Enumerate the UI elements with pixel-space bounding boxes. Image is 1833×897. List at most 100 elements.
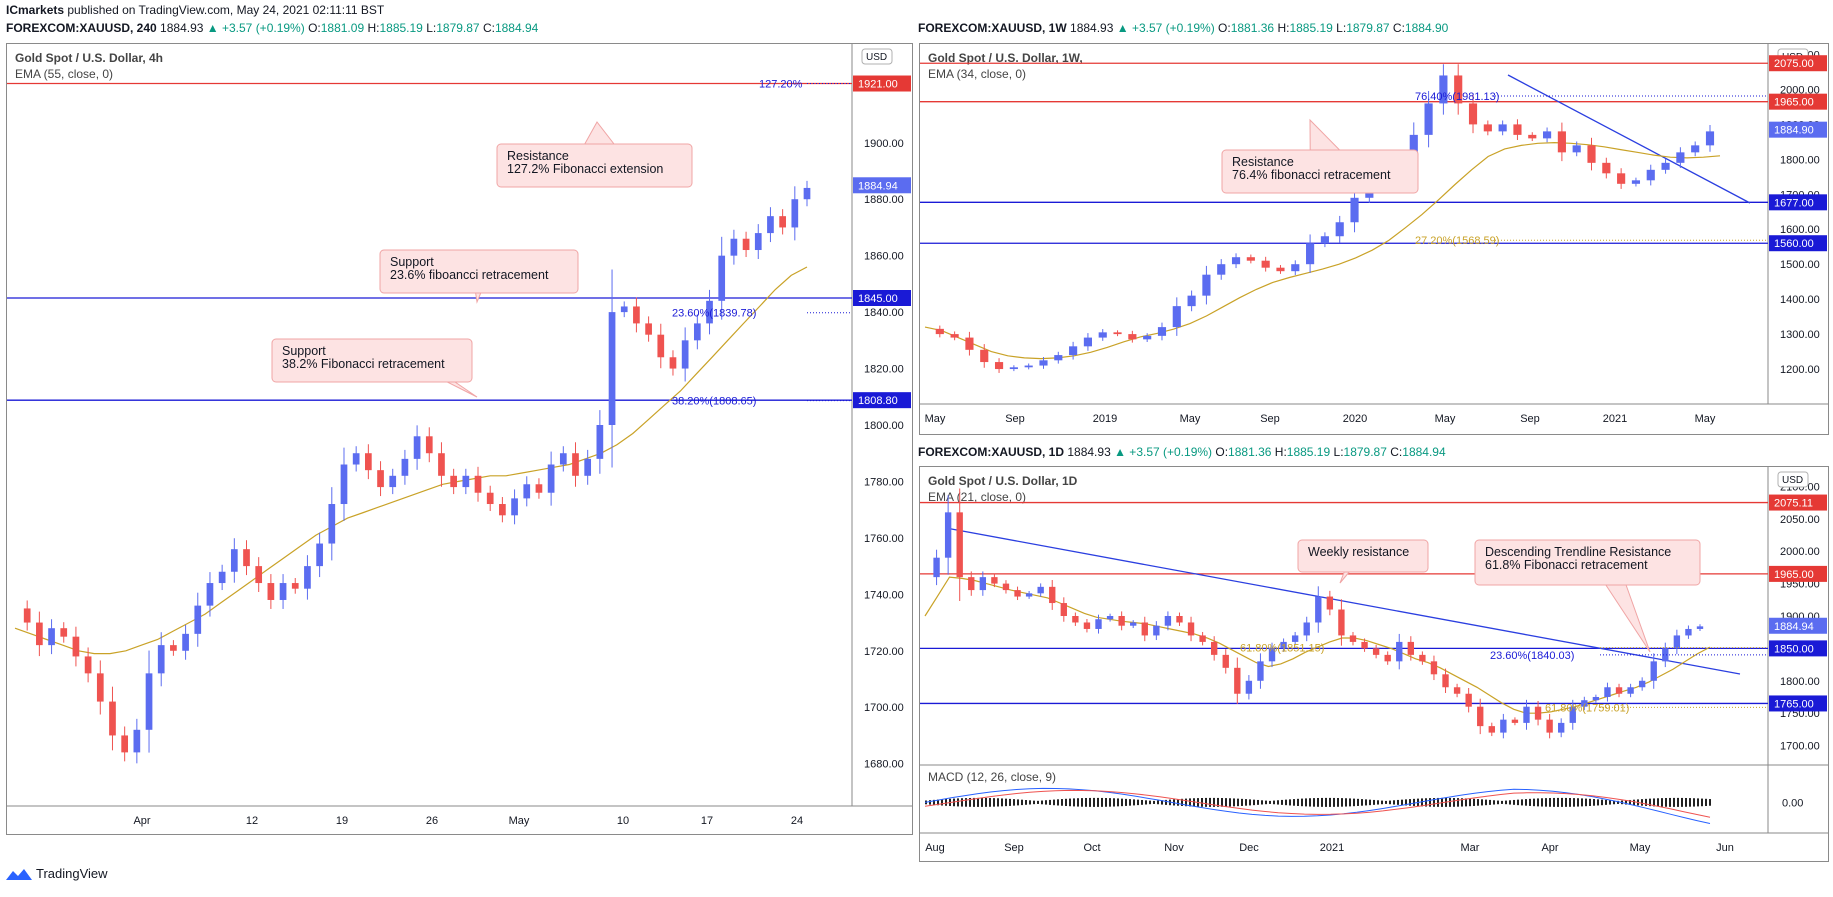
macd-histogram-bar xyxy=(1097,797,1099,807)
y-tick-label: 1880.00 xyxy=(864,194,904,206)
open-label: O: xyxy=(1215,445,1229,459)
candle-body xyxy=(965,337,974,350)
candle-body xyxy=(377,470,384,488)
macd-histogram-bar xyxy=(1673,797,1675,807)
y-tick-label: 1900.00 xyxy=(864,138,904,150)
candle-body xyxy=(535,484,543,493)
macd-histogram-bar xyxy=(1505,800,1507,805)
macd-histogram-bar xyxy=(1289,799,1291,806)
publisher-name: ICmarkets xyxy=(6,3,65,17)
y-tick-label: 1700.00 xyxy=(1780,741,1820,753)
macd-histogram-bar xyxy=(1181,798,1183,806)
tradingview-logo[interactable]: TradingView xyxy=(6,866,108,881)
macd-histogram-bar xyxy=(1085,797,1087,807)
level-tag-resistance xyxy=(1769,494,1827,511)
macd-histogram-bar xyxy=(1677,797,1679,807)
x-tick-label: Apr xyxy=(1541,842,1558,854)
candle-body xyxy=(36,622,43,646)
candle-body xyxy=(60,628,68,637)
macd-histogram-bar xyxy=(1681,797,1683,807)
chart-panel-daily[interactable]: 1700.001750.001800.001850.001900.001950.… xyxy=(919,466,1829,862)
candle-body xyxy=(1454,75,1463,104)
macd-histogram-bar xyxy=(1073,798,1075,807)
macd-histogram-bar xyxy=(1037,800,1039,804)
candle-body xyxy=(352,453,360,465)
candle-body xyxy=(620,306,628,313)
chart-4h-svg[interactable]: 1680.00 1700.00 1720.00 1740.00 1760.00 1780.… xyxy=(7,44,912,834)
candle-body xyxy=(1543,131,1552,139)
macd-histogram-bar xyxy=(1541,798,1543,807)
macd-histogram-bar xyxy=(1633,799,1635,806)
macd-histogram-bar xyxy=(1545,798,1547,807)
candle-body xyxy=(72,636,80,657)
annotation-text: 76.4% fibonacci retracement xyxy=(1232,168,1391,182)
y-tick-label: 1840.00 xyxy=(864,307,904,319)
candle-body xyxy=(121,735,129,753)
macd-histogram-bar xyxy=(1121,798,1123,807)
annotation-box xyxy=(271,338,473,383)
publisher-line: ICmarkets published on TradingView.com, … xyxy=(6,3,384,17)
close-value: 1884.90 xyxy=(1404,21,1449,35)
macd-histogram-bar xyxy=(1157,800,1159,805)
candle-body xyxy=(1424,103,1433,135)
candle-body xyxy=(1513,124,1522,135)
chart-panel-weekly[interactable]: 1200.001300.001400.001500.001600.001700.… xyxy=(919,43,1829,435)
macd-histogram-bar xyxy=(1613,800,1615,805)
macd-histogram-bar xyxy=(1161,800,1163,805)
candle-body xyxy=(1141,622,1148,636)
candle-body xyxy=(1130,622,1137,626)
macd-histogram-bar xyxy=(1437,797,1439,807)
y-tick-label: 1500.00 xyxy=(1780,259,1820,271)
candle-body xyxy=(1498,124,1507,132)
y-tick-label: 1680.00 xyxy=(864,759,904,771)
level-tag-label: 2075.11 xyxy=(1774,498,1813,510)
candle-body xyxy=(1306,243,1315,265)
candle-body xyxy=(1098,332,1107,338)
price-label: 1884.93 xyxy=(160,21,204,35)
macd-histogram-bar xyxy=(957,798,959,807)
candle-body xyxy=(1143,335,1152,340)
fib-label: 27.20%(1568.59) xyxy=(1415,235,1499,247)
macd-histogram-bar xyxy=(1589,798,1591,806)
macd-histogram-bar xyxy=(1481,799,1483,806)
macd-histogram-bar xyxy=(1089,797,1091,807)
header-w1: FOREXCOM:XAUUSD, 1W 1884.93 ▲ +3.57 (+0.… xyxy=(918,21,1448,35)
candle-body xyxy=(584,458,592,476)
candle-body xyxy=(462,475,470,488)
candle-body xyxy=(1534,706,1542,720)
annotation-box xyxy=(379,249,579,294)
candle-body xyxy=(1477,706,1484,727)
macd-histogram-bar xyxy=(1529,798,1531,806)
candle-body xyxy=(1246,257,1255,261)
macd-histogram-bar xyxy=(1561,797,1563,807)
macd-histogram-bar xyxy=(937,799,939,806)
fib-label: 76.40%(1981.13) xyxy=(1415,91,1499,103)
open-label: O: xyxy=(1218,21,1231,35)
symbol-label: FOREXCOM:XAUUSD, 1D xyxy=(918,445,1065,459)
macd-histogram-bar xyxy=(1657,798,1659,807)
candle-body xyxy=(474,475,482,493)
chart-weekly-svg[interactable]: 1200.001300.001400.001500.001600.001700.… xyxy=(920,44,1828,434)
candle-body xyxy=(1604,687,1611,697)
macd-histogram-bar xyxy=(1321,797,1323,807)
chart-panel-4h[interactable]: 1680.00 1700.00 1720.00 1740.00 1760.00 1780.… xyxy=(6,43,913,835)
macd-histogram-bar xyxy=(1693,798,1695,807)
macd-histogram-bar xyxy=(945,799,947,806)
candle-body xyxy=(968,577,975,591)
candle-body xyxy=(230,549,238,572)
x-tick-label: May xyxy=(1630,842,1651,854)
candle-body xyxy=(1083,622,1091,629)
y-tick-label: 1200.00 xyxy=(1780,364,1820,376)
macd-histogram-bar xyxy=(1245,799,1247,806)
candle-body xyxy=(340,464,348,505)
candle-body xyxy=(1049,586,1056,604)
candle-body xyxy=(718,255,726,301)
macd-histogram-bar xyxy=(1421,798,1423,807)
macd-histogram-bar xyxy=(1341,798,1343,807)
candle-body xyxy=(401,458,409,476)
candle-body xyxy=(1106,616,1114,620)
chart-daily-svg[interactable]: 1700.001750.001800.001850.001900.001950.… xyxy=(920,467,1828,861)
candle-body xyxy=(438,453,445,476)
candle-body xyxy=(291,583,299,589)
candle-body xyxy=(425,436,433,454)
